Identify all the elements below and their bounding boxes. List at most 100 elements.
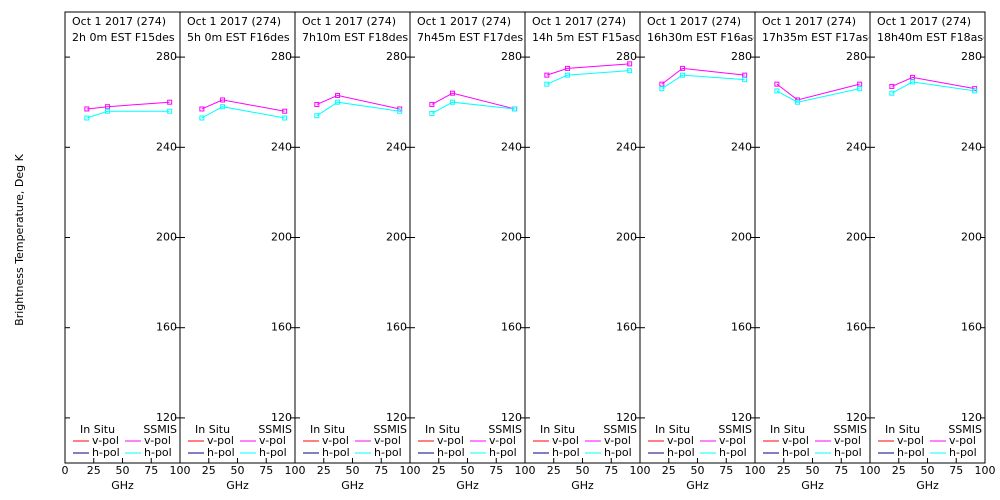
- x-tick-label: 75: [259, 464, 273, 477]
- series-line: [776, 88, 860, 103]
- panel-title: 7h10m EST F18des: [302, 31, 408, 44]
- y-tick-label: 120: [616, 411, 637, 424]
- panel-title: 7h45m EST F17des: [417, 31, 523, 44]
- legend-label: h-pol: [897, 446, 925, 459]
- point: [544, 72, 550, 78]
- y-tick-label: 160: [501, 321, 522, 334]
- x-tick-label: 100: [860, 464, 881, 477]
- y-tick-label: 240: [386, 140, 407, 153]
- point: [429, 101, 435, 107]
- title-group: Oct 1 2017 (274) 16h30m EST F16asc: [647, 15, 759, 44]
- x-tick-label: 75: [604, 464, 618, 477]
- y-axis-label: Brightness Temperature, Deg K: [13, 153, 26, 325]
- y-tick-label: 200: [271, 231, 292, 244]
- legend-title: In Situ: [655, 423, 690, 436]
- panel-title: 17h35m EST F17asc: [762, 31, 874, 44]
- point: [659, 86, 665, 92]
- series-line: [86, 101, 170, 110]
- point: [889, 90, 895, 96]
- legend-label: h-pol: [782, 446, 810, 459]
- legend-label: h-pol: [667, 446, 695, 459]
- panel: Oct 1 2017 (274) 16h30m EST F16asc 120 160 2…: [639, 11, 766, 492]
- x-tick-label: 50: [806, 464, 820, 477]
- x-tick-label: 50: [921, 464, 935, 477]
- x-axis-label: GHz: [111, 479, 134, 492]
- x-tick-label: 0: [62, 464, 69, 477]
- y-tick-label: 200: [156, 231, 177, 244]
- series-line: [431, 92, 515, 110]
- x-tick-label: 75: [949, 464, 963, 477]
- legend-label: v-pol: [897, 434, 924, 447]
- series-line: [546, 70, 630, 85]
- series-line: [201, 99, 285, 112]
- legend-title: In Situ: [195, 423, 230, 436]
- point: [972, 88, 978, 94]
- x-tick-label: 50: [576, 464, 590, 477]
- x-tick-label: 50: [346, 464, 360, 477]
- x-tick-label: 50: [231, 464, 245, 477]
- legend-label: h-pol: [489, 446, 517, 459]
- y-tick-label: 200: [501, 231, 522, 244]
- point: [282, 115, 288, 121]
- series-line: [891, 81, 975, 94]
- y-tick-label: 160: [961, 321, 982, 334]
- y-tick-label: 240: [961, 140, 982, 153]
- x-tick-label: 100: [170, 464, 191, 477]
- y-tick-label: 120: [386, 411, 407, 424]
- legend-label: h-pol: [259, 446, 287, 459]
- legend-label: v-pol: [667, 434, 694, 447]
- legend-label: v-pol: [782, 434, 809, 447]
- legend-label: v-pol: [949, 434, 976, 447]
- y-tick-label: 280: [731, 50, 752, 63]
- panel-title: Oct 1 2017 (274): [647, 15, 741, 28]
- y-tick-label: 200: [731, 231, 752, 244]
- y-tick-label: 280: [961, 50, 982, 63]
- legend-title: In Situ: [770, 423, 805, 436]
- point: [627, 68, 633, 74]
- legend-title: In Situ: [80, 423, 115, 436]
- panel-title: 16h30m EST F16asc: [647, 31, 759, 44]
- point: [742, 77, 748, 83]
- legend-label: h-pol: [834, 446, 862, 459]
- panel-title: 18h40m EST F18asc: [877, 31, 989, 44]
- x-tick-label: 25: [87, 464, 101, 477]
- series-line: [431, 101, 515, 114]
- point: [84, 106, 90, 112]
- panel-title: Oct 1 2017 (274): [417, 15, 511, 28]
- y-tick-label: 120: [501, 411, 522, 424]
- point: [450, 99, 456, 105]
- x-tick-label: 100: [975, 464, 996, 477]
- panel-title: Oct 1 2017 (274): [532, 15, 626, 28]
- x-tick-label: 25: [432, 464, 446, 477]
- point: [857, 86, 863, 92]
- legend-title: SSMIS: [603, 423, 637, 436]
- title-group: Oct 1 2017 (274) 7h10m EST F18des: [302, 15, 408, 44]
- y-tick-label: 120: [961, 411, 982, 424]
- point: [450, 90, 456, 96]
- x-tick-label: 100: [515, 464, 536, 477]
- y-tick-label: 240: [731, 140, 752, 153]
- x-tick-label: 100: [745, 464, 766, 477]
- point: [774, 88, 780, 94]
- panel-title: Oct 1 2017 (274): [72, 15, 166, 28]
- panel: Oct 1 2017 (274) 17h35m EST F17asc 120 160 2…: [754, 11, 881, 492]
- panel-title: Oct 1 2017 (274): [187, 15, 281, 28]
- y-tick-label: 280: [386, 50, 407, 63]
- legend-label: v-pol: [437, 434, 464, 447]
- point: [167, 108, 173, 114]
- point: [282, 108, 288, 114]
- legend-title: SSMIS: [488, 423, 522, 436]
- y-tick-label: 160: [386, 321, 407, 334]
- x-tick-label: 25: [892, 464, 906, 477]
- y-tick-label: 280: [616, 50, 637, 63]
- point: [335, 92, 341, 98]
- point: [429, 110, 435, 116]
- y-tick-label: 160: [271, 321, 292, 334]
- y-tick-label: 200: [386, 231, 407, 244]
- point: [544, 81, 550, 87]
- panel-title: 2h 0m EST F15des: [72, 31, 175, 44]
- legend-label: v-pol: [322, 434, 349, 447]
- y-tick-label: 120: [731, 411, 752, 424]
- panel-title: 5h 0m EST F16des: [187, 31, 290, 44]
